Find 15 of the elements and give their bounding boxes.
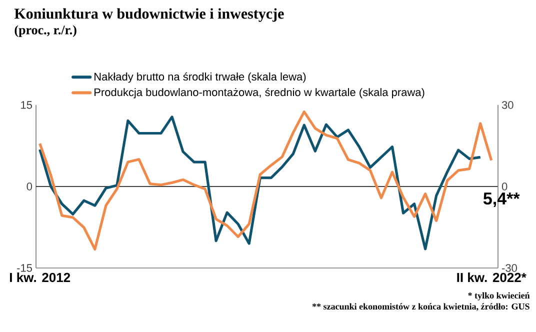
y2-tick-label: 30 (502, 101, 514, 109)
text: ** szacunki ekonomistów z końca kwietnia, źródło: GUS (312, 303, 530, 311)
text: * tylko kwiecień (468, 292, 530, 300)
y-tick-label: 15 (21, 101, 32, 109)
y-tick-label: -15 (17, 264, 32, 272)
y2-tick-label: 0 (502, 182, 508, 190)
chart-title: Koniunktura w budownictwie i inwestycje (14, 8, 284, 22)
chart-subtitle: (proc., r./r.) (14, 25, 76, 37)
x-tick-label: II kw. 2022* (457, 272, 526, 282)
y2-tick-label: -30 (502, 264, 517, 272)
annotation: 5,4** (483, 192, 520, 208)
x-tick-label: I kw. 2012 (10, 272, 70, 282)
legend-label: Nakłady brutto na środki trwałe (skala lewa) (94, 72, 306, 83)
legend-label: Produkcja budowlano-montażowa, średnio w kwartale (skala prawa) (94, 88, 424, 98)
y-tick-label: 0 (26, 182, 32, 190)
